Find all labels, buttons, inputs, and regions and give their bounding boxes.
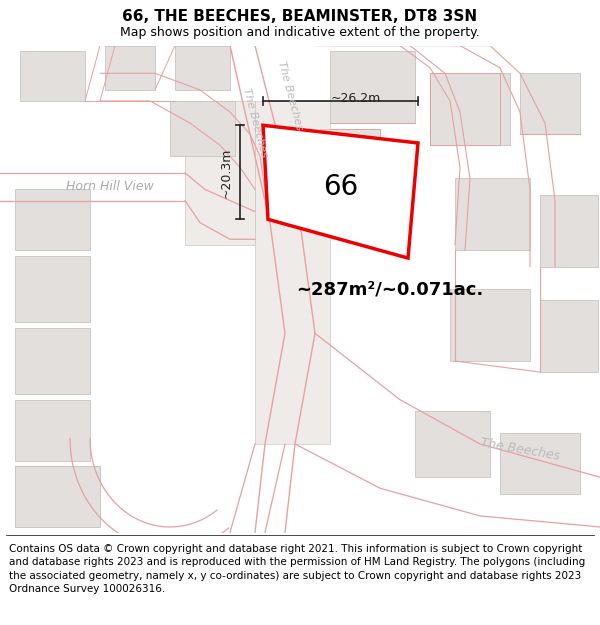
Text: Contains OS data © Crown copyright and database right 2021. This information is : Contains OS data © Crown copyright and d… [9, 544, 585, 594]
Polygon shape [540, 300, 598, 372]
Text: The Beeches: The Beeches [479, 436, 561, 463]
Polygon shape [185, 101, 255, 245]
Polygon shape [540, 195, 598, 267]
Text: Horn Hill View: Horn Hill View [66, 179, 154, 192]
Polygon shape [105, 46, 155, 90]
Text: ~26.2m: ~26.2m [331, 92, 380, 105]
Polygon shape [170, 101, 235, 156]
Text: The Beeches: The Beeches [241, 88, 269, 159]
Polygon shape [455, 178, 530, 251]
Polygon shape [15, 466, 100, 527]
Polygon shape [263, 125, 418, 258]
Polygon shape [175, 46, 230, 90]
Text: 66, THE BEECHES, BEAMINSTER, DT8 3SN: 66, THE BEECHES, BEAMINSTER, DT8 3SN [122, 9, 478, 24]
Text: 66: 66 [323, 173, 359, 201]
Polygon shape [15, 189, 90, 251]
Text: ~20.3m: ~20.3m [220, 147, 233, 198]
Polygon shape [520, 73, 580, 134]
Polygon shape [450, 289, 530, 361]
Polygon shape [320, 129, 380, 206]
Polygon shape [20, 51, 85, 101]
Polygon shape [500, 433, 580, 494]
Polygon shape [415, 411, 490, 477]
Polygon shape [15, 466, 100, 527]
Polygon shape [255, 101, 330, 444]
Polygon shape [330, 51, 415, 123]
Polygon shape [430, 73, 510, 145]
Text: Map shows position and indicative extent of the property.: Map shows position and indicative extent… [120, 26, 480, 39]
Text: The Beeches: The Beeches [276, 60, 304, 131]
Polygon shape [15, 400, 90, 461]
Polygon shape [15, 256, 90, 322]
Text: ~287m²/~0.071ac.: ~287m²/~0.071ac. [296, 280, 484, 298]
Polygon shape [15, 328, 90, 394]
